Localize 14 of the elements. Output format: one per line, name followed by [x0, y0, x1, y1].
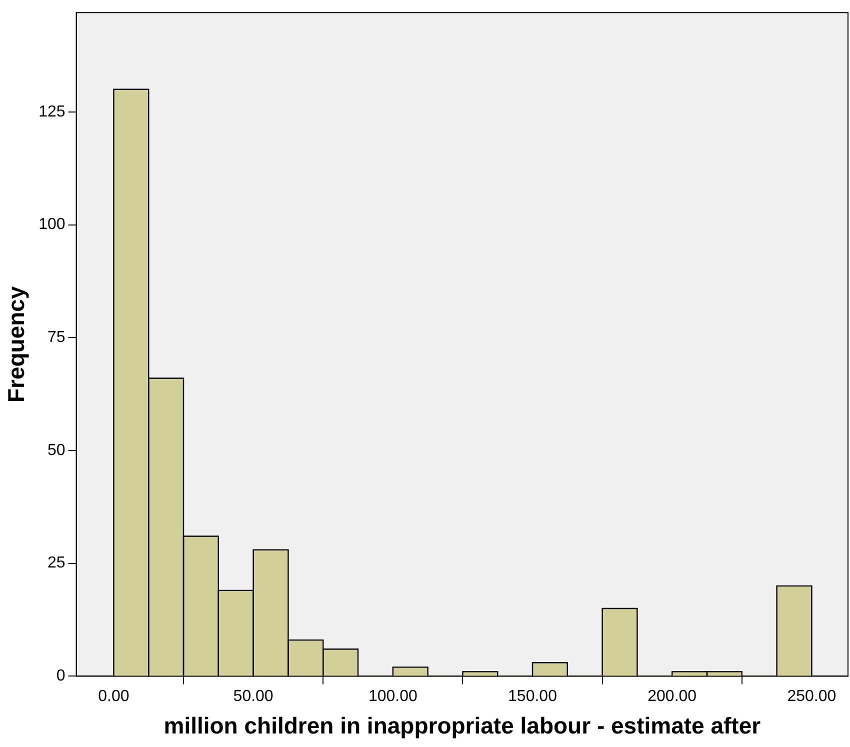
x-axis-title: million children in inappropriate labour - estimate after [164, 712, 761, 739]
y-axis-title: Frequency [3, 286, 30, 403]
y-tick-label: 25 [48, 554, 66, 572]
x-tick-label: 150.00 [508, 688, 558, 706]
y-tick-label: 75 [48, 329, 66, 346]
y-tick-label: 0 [56, 668, 66, 685]
y-tick-label: 50 [48, 442, 66, 459]
x-tick-label: 50.00 [233, 688, 274, 706]
x-tick-label: 100.00 [368, 688, 418, 706]
y-tick-label: 125 [38, 103, 66, 120]
x-tick-label: 0.00 [98, 688, 130, 706]
y-tick-label: 100 [38, 216, 66, 234]
x-tick-label: 200.00 [648, 688, 697, 706]
x-tick-label: 250.00 [787, 688, 836, 706]
